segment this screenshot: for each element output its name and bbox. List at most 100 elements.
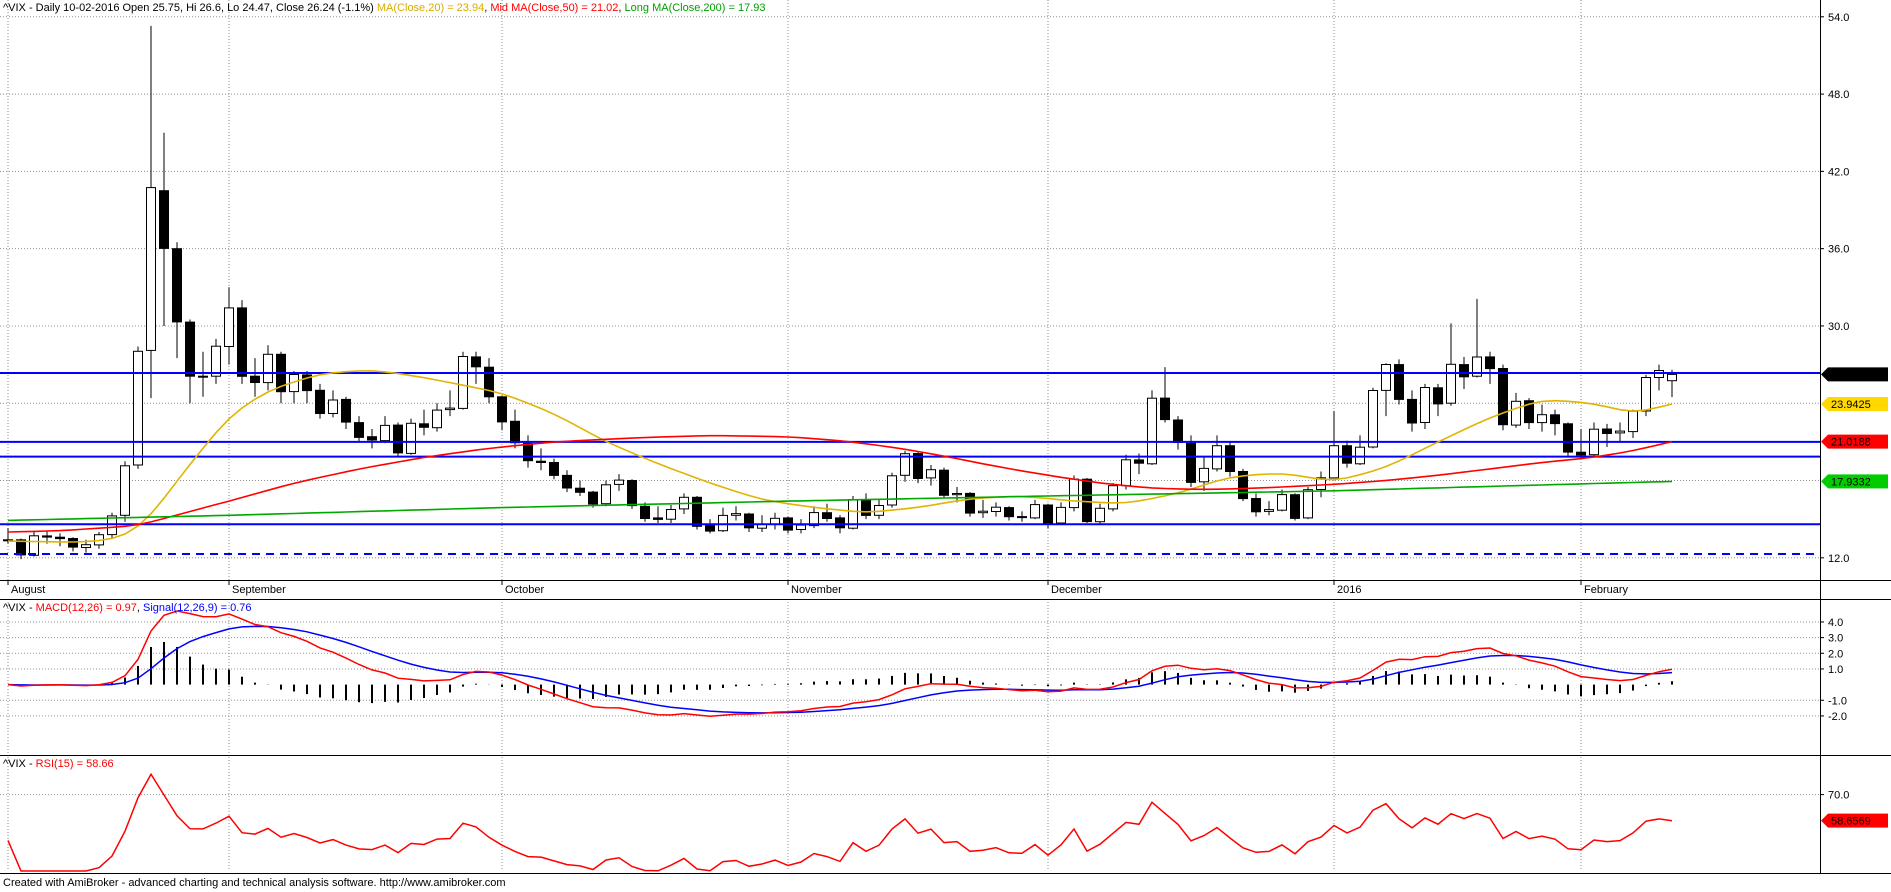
candle-body bbox=[432, 409, 442, 429]
candle-body bbox=[341, 398, 351, 423]
candle-body bbox=[835, 517, 845, 529]
x-axis-label: 2016 bbox=[1337, 584, 1361, 596]
candle-body bbox=[653, 517, 663, 520]
rsi-title-segment-0: ^VIX - bbox=[3, 758, 36, 770]
candle-body bbox=[497, 396, 507, 423]
candle-body bbox=[809, 512, 819, 527]
candle-body bbox=[900, 453, 910, 476]
price-title-segment-4: , bbox=[618, 2, 625, 14]
candle-body bbox=[237, 307, 247, 377]
candle-body bbox=[1316, 477, 1326, 490]
candle-body bbox=[159, 190, 169, 249]
candle-body bbox=[1446, 363, 1456, 404]
y-axis-label: 48.0 bbox=[1828, 89, 1849, 101]
price-title-segment-3: Mid MA(Close,50) = 21.02 bbox=[490, 2, 619, 14]
candle-body bbox=[1290, 494, 1300, 519]
candle-body bbox=[172, 248, 182, 323]
candle-body bbox=[1602, 428, 1612, 434]
candle-body bbox=[1056, 506, 1066, 524]
candle-body bbox=[185, 321, 195, 377]
candle-body bbox=[380, 424, 390, 442]
candle-body bbox=[913, 453, 923, 479]
candle-body bbox=[1264, 509, 1274, 512]
credit-footer: Created with AmiBroker - advanced charti… bbox=[3, 877, 506, 889]
candle-body bbox=[1082, 478, 1092, 523]
candle-body bbox=[1368, 390, 1378, 448]
candle-body bbox=[1472, 356, 1482, 377]
candle-body bbox=[393, 424, 403, 454]
price-title-segment-1: MA(Close,20) = 23.94 bbox=[376, 2, 485, 14]
y-axis-label: 30.0 bbox=[1828, 321, 1849, 333]
candle-body bbox=[1654, 370, 1664, 378]
candle-body bbox=[1329, 445, 1339, 479]
candle-body bbox=[1199, 467, 1209, 483]
candle-body bbox=[1537, 414, 1547, 424]
candle-body bbox=[1017, 516, 1027, 519]
rsi-pane-title: ^VIX - RSI(15) = 58.66 bbox=[3, 758, 114, 771]
candle-body bbox=[146, 187, 156, 351]
candle-body bbox=[1251, 498, 1261, 513]
candle-body bbox=[263, 353, 273, 384]
ma-badge-1: 21.0188 bbox=[1821, 434, 1888, 449]
price-pane-title: ^VIX - Daily 10-02-2016 Open 25.75, Hi 2… bbox=[3, 2, 766, 15]
candle-body bbox=[1667, 373, 1677, 382]
candle-body bbox=[1433, 387, 1443, 405]
candle-body bbox=[562, 474, 572, 489]
candle-body bbox=[1641, 377, 1651, 412]
svg-text:23.9425: 23.9425 bbox=[1831, 399, 1871, 411]
candle-body bbox=[549, 462, 559, 476]
y-axis-label: 4.0 bbox=[1828, 617, 1843, 629]
y-axis-label: 12.0 bbox=[1828, 553, 1849, 565]
candle-body bbox=[575, 487, 585, 493]
candle-body bbox=[419, 423, 429, 428]
svg-text:21.0188: 21.0188 bbox=[1831, 437, 1871, 449]
candle-body bbox=[744, 513, 754, 529]
candle-body bbox=[731, 513, 741, 516]
price-title-segment-5: Long MA(Close,200) = 17.93 bbox=[624, 2, 766, 14]
signal-line bbox=[7, 625, 1673, 714]
candle-body bbox=[29, 535, 39, 556]
macd-pane-title: ^VIX - MACD(12,26) = 0.97, Signal(12,26,… bbox=[3, 602, 252, 615]
candle-body bbox=[302, 374, 312, 392]
candle-body bbox=[1420, 387, 1430, 423]
candle-body bbox=[718, 514, 728, 532]
candle-body bbox=[1459, 364, 1469, 378]
candle-body bbox=[458, 356, 468, 409]
y-axis-label: 1.0 bbox=[1828, 664, 1843, 676]
candle-body bbox=[796, 524, 806, 530]
candle-body bbox=[1394, 364, 1404, 400]
candle-body bbox=[1615, 430, 1625, 434]
candle-body bbox=[939, 469, 949, 496]
y-axis-label: 3.0 bbox=[1828, 633, 1843, 645]
x-axis-label: November bbox=[791, 584, 842, 596]
candle-body bbox=[991, 506, 1001, 513]
candle-body bbox=[692, 496, 702, 527]
candle-body bbox=[861, 499, 871, 516]
x-axis-label: August bbox=[11, 584, 45, 596]
y-axis-label: 2.0 bbox=[1828, 648, 1843, 660]
candle-body bbox=[3, 539, 13, 542]
macd-title-segment-3: Signal(12,26,9) = 0.76 bbox=[142, 602, 252, 614]
candle-body bbox=[1043, 504, 1053, 524]
candle-body bbox=[627, 480, 637, 507]
candle-body bbox=[1381, 364, 1391, 391]
candle-body bbox=[445, 407, 455, 411]
ma-line-1 bbox=[7, 434, 1673, 533]
last-price-badge: 26.24 bbox=[1821, 367, 1888, 382]
candle-body bbox=[354, 422, 364, 438]
candle-body bbox=[133, 350, 143, 466]
candle-body bbox=[1147, 397, 1157, 465]
candle-body bbox=[640, 505, 650, 519]
candle-body bbox=[484, 366, 494, 398]
y-axis-label: 36.0 bbox=[1828, 244, 1849, 256]
candle-body bbox=[406, 422, 416, 454]
candle-body bbox=[120, 465, 130, 516]
candle-body bbox=[1563, 423, 1573, 453]
candle-body bbox=[666, 509, 676, 520]
candle-body bbox=[1485, 356, 1495, 370]
candle-body bbox=[1342, 445, 1352, 464]
x-axis-label: December bbox=[1051, 584, 1102, 596]
candle-body bbox=[1407, 398, 1417, 424]
candle-body bbox=[601, 484, 611, 505]
